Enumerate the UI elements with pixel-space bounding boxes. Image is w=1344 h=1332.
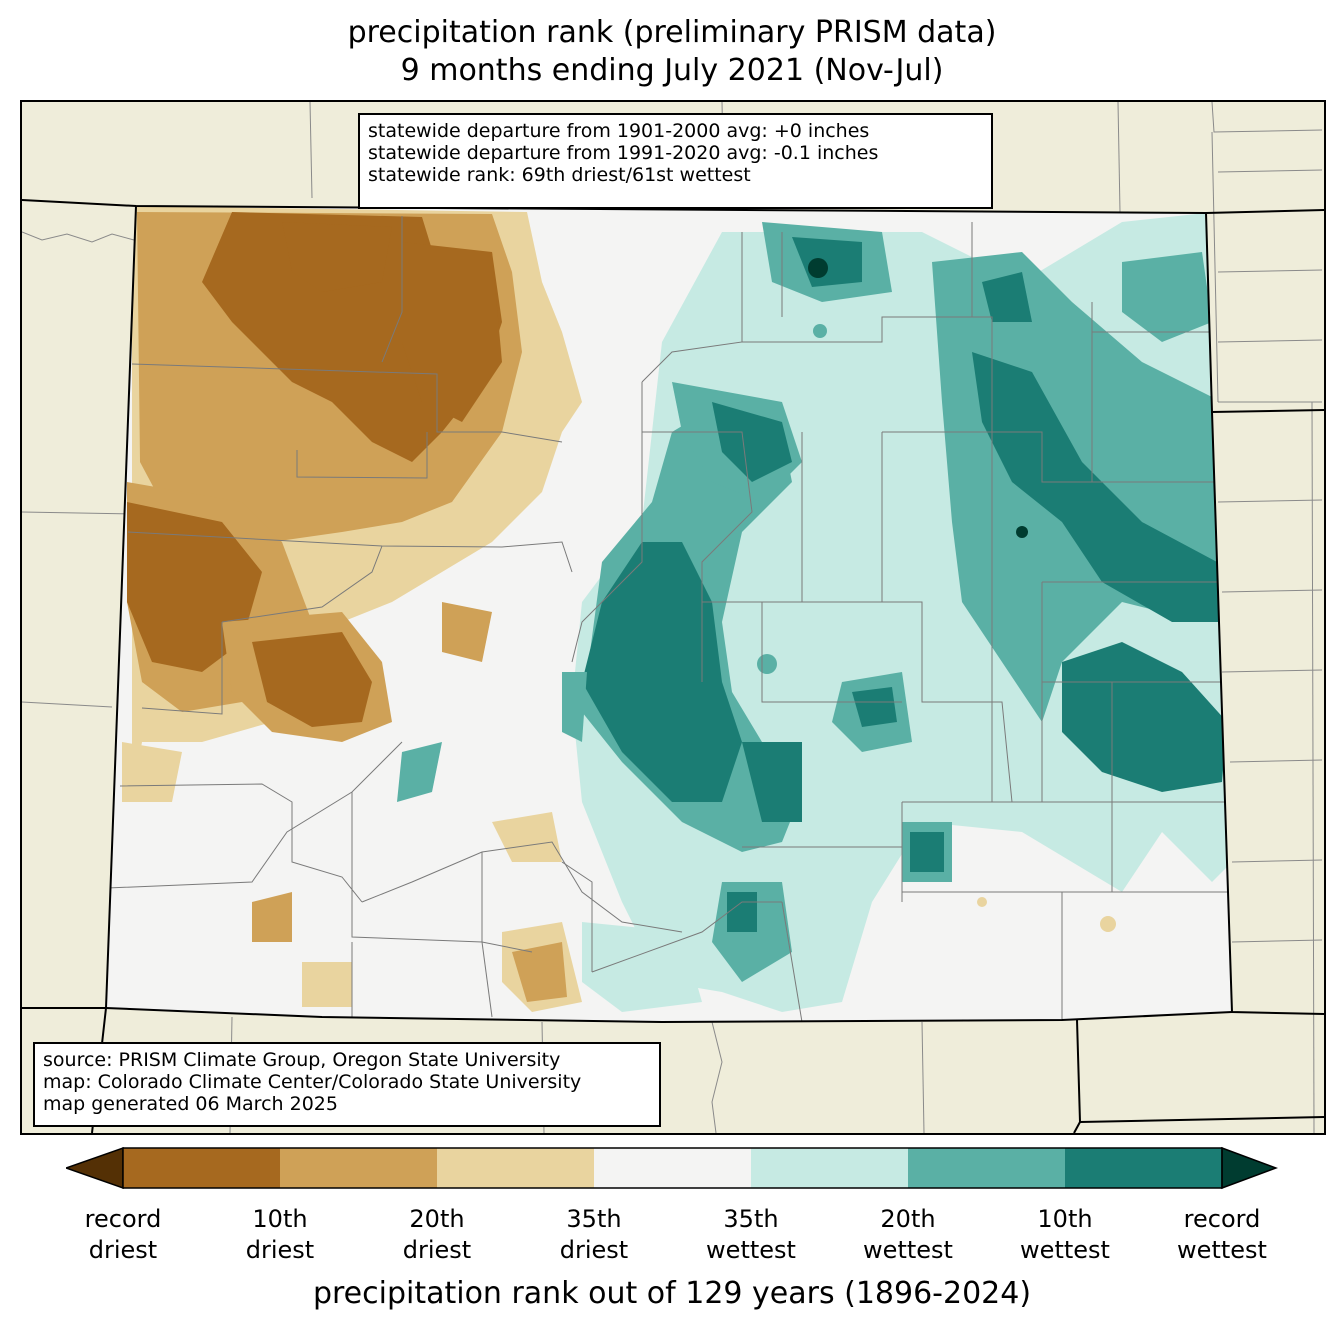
- colorbar-title: precipitation rank out of 129 years (189…: [312, 1276, 1032, 1311]
- colorado-precip-map: [22, 102, 1324, 1133]
- colorbar: [66, 1146, 1278, 1190]
- colorbar-label-6: 10th wettest: [1020, 1205, 1110, 1264]
- colorbar-bin-7: [1065, 1148, 1222, 1188]
- source-credit-box: source: PRISM Climate Group, Oregon Stat…: [33, 1042, 661, 1127]
- colorbar-label-2: 20th driest: [402, 1205, 472, 1264]
- colorbar-bin-4: [594, 1148, 751, 1188]
- stats-line-3: statewide rank: 69th driest/61st wettest: [368, 164, 751, 186]
- precip-rank-shading: [122, 206, 1232, 1012]
- colorbar-bin-2: [280, 1148, 437, 1188]
- source-line-1: source: PRISM Climate Group, Oregon Stat…: [43, 1049, 561, 1071]
- colorbar-bin-1: [123, 1148, 280, 1188]
- colorbar-label-7: record wettest: [1177, 1205, 1267, 1264]
- county-boundaries: [107, 216, 1232, 1022]
- colorbar-extend-wet: [1221, 1146, 1278, 1190]
- map-subtitle: 9 months ending July 2021 (Nov-Jul): [400, 53, 944, 88]
- source-line-2: map: Colorado Climate Center/Colorado St…: [43, 1071, 582, 1093]
- map-panel: statewide departure from 1901-2000 avg: …: [20, 100, 1326, 1135]
- colorbar-label-3: 35th driest: [559, 1205, 629, 1264]
- map-title: precipitation rank (preliminary PRISM da…: [347, 15, 997, 50]
- colorbar-bin-6: [908, 1148, 1065, 1188]
- colorbar-bin-3: [437, 1148, 594, 1188]
- colorbar-bin-5: [751, 1148, 908, 1188]
- colorbar-label-5: 20th wettest: [863, 1205, 953, 1264]
- source-line-3: map generated 06 March 2025: [43, 1093, 338, 1115]
- colorbar-label-1: 10th driest: [245, 1205, 315, 1264]
- colorbar-label-0: record driest: [84, 1205, 162, 1264]
- stats-line-1: statewide departure from 1901-2000 avg: …: [368, 120, 870, 142]
- statewide-stats-box: statewide departure from 1901-2000 avg: …: [358, 113, 993, 209]
- colorbar-label-4: 35th wettest: [706, 1205, 796, 1264]
- colorbar-extend-dry: [66, 1146, 124, 1190]
- stats-line-2: statewide departure from 1991-2020 avg: …: [368, 142, 879, 164]
